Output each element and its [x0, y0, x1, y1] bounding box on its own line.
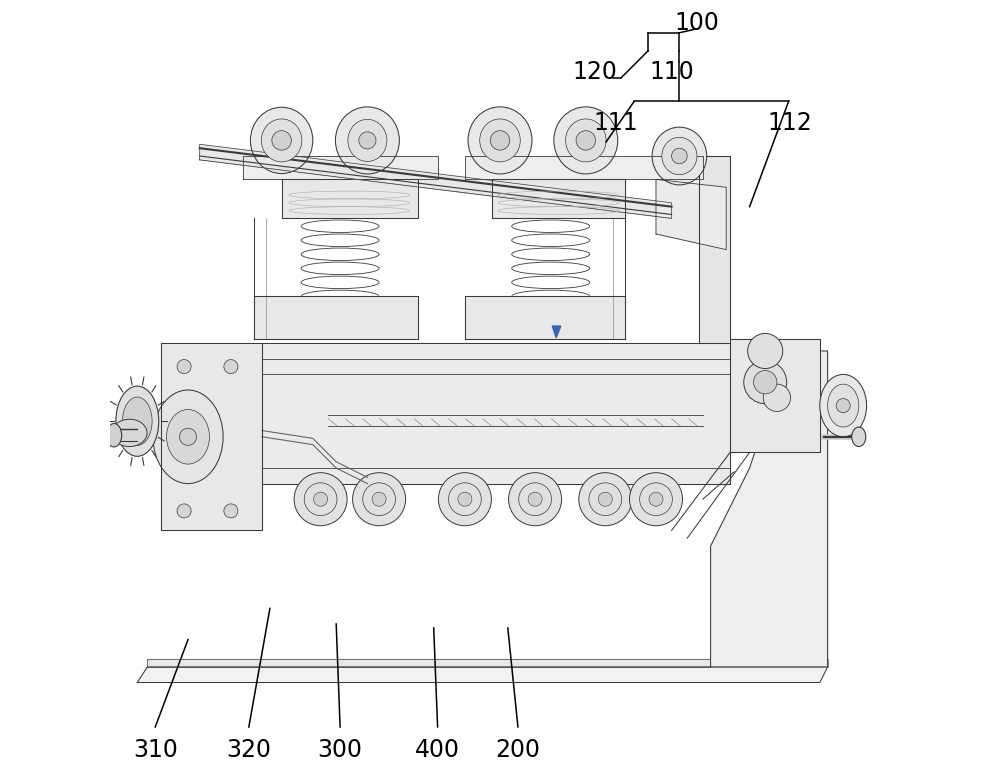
Polygon shape: [243, 156, 438, 179]
Text: 310: 310: [133, 739, 178, 762]
Ellipse shape: [490, 131, 510, 151]
Ellipse shape: [272, 131, 291, 151]
Ellipse shape: [763, 385, 791, 412]
Ellipse shape: [744, 360, 787, 404]
Polygon shape: [262, 343, 730, 484]
Ellipse shape: [820, 374, 867, 437]
Ellipse shape: [519, 483, 551, 516]
Polygon shape: [137, 667, 828, 682]
Ellipse shape: [363, 483, 395, 516]
Text: 320: 320: [226, 739, 271, 762]
Ellipse shape: [224, 504, 238, 518]
Ellipse shape: [177, 504, 191, 518]
Ellipse shape: [468, 107, 532, 174]
Ellipse shape: [167, 410, 209, 464]
Polygon shape: [147, 659, 828, 667]
Polygon shape: [282, 179, 418, 218]
Ellipse shape: [652, 127, 707, 185]
Polygon shape: [161, 343, 262, 530]
Ellipse shape: [754, 370, 777, 394]
Ellipse shape: [566, 119, 606, 162]
Ellipse shape: [106, 424, 122, 447]
Ellipse shape: [122, 397, 152, 445]
Polygon shape: [465, 156, 703, 179]
Ellipse shape: [304, 483, 337, 516]
Ellipse shape: [438, 473, 491, 526]
Ellipse shape: [250, 108, 313, 174]
Ellipse shape: [359, 132, 376, 149]
Ellipse shape: [261, 119, 302, 162]
Polygon shape: [730, 339, 820, 452]
Ellipse shape: [449, 483, 481, 516]
Ellipse shape: [589, 483, 622, 516]
Polygon shape: [656, 179, 726, 250]
Text: 200: 200: [495, 739, 540, 762]
Text: 111: 111: [593, 112, 638, 135]
Text: 300: 300: [318, 739, 363, 762]
Ellipse shape: [828, 385, 859, 427]
Ellipse shape: [598, 492, 612, 506]
Text: 120: 120: [572, 60, 617, 83]
Ellipse shape: [458, 492, 472, 506]
Ellipse shape: [836, 399, 850, 413]
Ellipse shape: [554, 107, 618, 174]
Ellipse shape: [480, 119, 520, 162]
Polygon shape: [200, 144, 672, 218]
Polygon shape: [254, 296, 418, 339]
Ellipse shape: [649, 492, 663, 506]
Polygon shape: [552, 326, 561, 338]
Ellipse shape: [629, 473, 683, 526]
Ellipse shape: [314, 492, 328, 506]
Ellipse shape: [177, 360, 191, 374]
Ellipse shape: [372, 492, 386, 506]
Text: 400: 400: [415, 739, 460, 762]
Polygon shape: [492, 179, 625, 218]
Ellipse shape: [348, 119, 387, 161]
Ellipse shape: [224, 360, 238, 374]
Text: 100: 100: [674, 12, 719, 35]
Ellipse shape: [179, 428, 197, 445]
Ellipse shape: [353, 473, 406, 526]
Ellipse shape: [672, 148, 687, 164]
Ellipse shape: [335, 107, 399, 174]
Ellipse shape: [576, 131, 596, 151]
Polygon shape: [699, 156, 730, 343]
Ellipse shape: [294, 473, 347, 526]
Ellipse shape: [662, 137, 697, 175]
Text: 112: 112: [768, 112, 813, 135]
Ellipse shape: [852, 427, 866, 446]
Ellipse shape: [509, 473, 562, 526]
Ellipse shape: [579, 473, 632, 526]
Ellipse shape: [748, 333, 783, 368]
Ellipse shape: [640, 483, 672, 516]
Ellipse shape: [116, 386, 159, 456]
Polygon shape: [465, 296, 625, 339]
Text: 110: 110: [649, 60, 694, 83]
Ellipse shape: [528, 492, 542, 506]
Polygon shape: [711, 351, 828, 667]
Ellipse shape: [153, 390, 223, 484]
Ellipse shape: [112, 420, 147, 446]
